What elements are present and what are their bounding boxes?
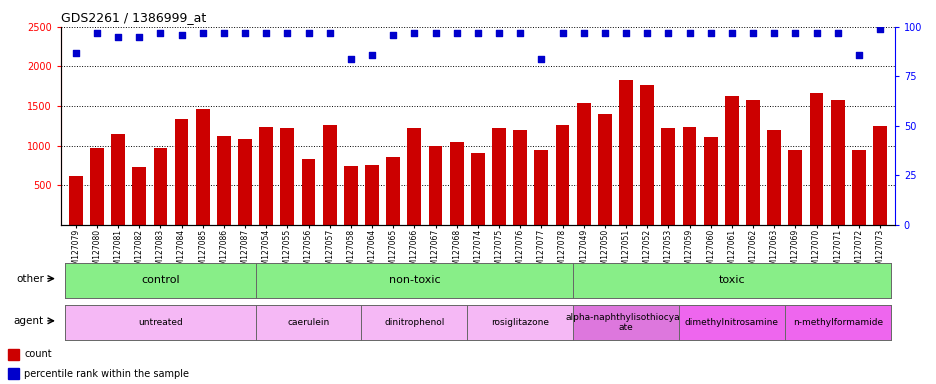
Text: control: control (141, 275, 180, 285)
Point (258, 30, 273, 36)
Bar (111, 134, 124, 225)
Point (766, 30, 781, 36)
Point (322, 30, 337, 36)
Bar (301, 159, 315, 225)
Bar (8, 349, 19, 360)
Point (132, 34, 147, 40)
Point (448, 30, 463, 36)
Bar (449, 142, 463, 225)
Point (618, 30, 633, 36)
Text: alpha-naphthylisothiocyan
ate: alpha-naphthylisothiocyan ate (565, 313, 685, 332)
Bar (534, 150, 548, 225)
Bar (238, 139, 252, 225)
Text: toxic: toxic (718, 275, 744, 285)
Point (110, 34, 125, 40)
Bar (787, 150, 801, 225)
Bar (830, 100, 843, 225)
Bar (154, 148, 168, 225)
Bar (428, 146, 442, 225)
Point (386, 32, 401, 38)
Bar (196, 109, 210, 225)
Point (364, 51, 379, 58)
Bar (386, 157, 400, 225)
Point (174, 32, 189, 38)
Point (343, 55, 358, 61)
Point (216, 30, 231, 36)
Text: caerulein: caerulein (287, 318, 329, 327)
Bar (217, 136, 230, 225)
Point (512, 30, 527, 36)
Point (576, 30, 591, 36)
Bar (344, 166, 358, 225)
Bar (724, 96, 738, 225)
Text: GDS2261 / 1386999_at: GDS2261 / 1386999_at (61, 11, 206, 24)
Point (470, 30, 485, 36)
Bar (745, 100, 759, 225)
Bar (407, 128, 421, 225)
Point (851, 51, 866, 58)
Point (238, 30, 253, 36)
Bar (639, 84, 653, 225)
Bar (90, 148, 104, 225)
Point (428, 30, 443, 36)
Point (597, 30, 612, 36)
Bar (68, 175, 82, 225)
Bar (471, 154, 484, 225)
Point (89, 30, 104, 36)
Point (639, 30, 654, 36)
Point (660, 30, 675, 36)
Text: agent: agent (14, 316, 44, 326)
Point (68, 50, 83, 56)
Point (681, 30, 696, 36)
Bar (872, 126, 886, 225)
Bar (851, 150, 865, 225)
Bar (767, 130, 781, 225)
Point (871, 26, 886, 32)
Bar (174, 119, 188, 225)
Bar (491, 128, 505, 225)
Bar (132, 167, 146, 225)
Point (534, 55, 548, 61)
Bar (597, 114, 611, 225)
Point (724, 30, 739, 36)
Point (787, 30, 802, 36)
Text: rosiglitazone: rosiglitazone (490, 318, 548, 327)
Point (829, 30, 844, 36)
Text: dinitrophenol: dinitrophenol (384, 318, 444, 327)
Bar (661, 128, 675, 225)
Point (554, 30, 569, 36)
Bar (703, 137, 717, 225)
Bar (365, 164, 378, 225)
Point (280, 30, 295, 36)
Text: count: count (24, 349, 52, 359)
Text: dimethylnitrosamine: dimethylnitrosamine (684, 318, 778, 327)
Point (491, 30, 506, 36)
Point (300, 30, 315, 36)
Text: non-toxic: non-toxic (388, 275, 440, 285)
Bar (513, 130, 527, 225)
Bar (809, 93, 823, 225)
Point (745, 30, 760, 36)
Text: other: other (16, 273, 44, 284)
Bar (619, 80, 632, 225)
Bar (8, 368, 19, 379)
Bar (682, 127, 695, 225)
Point (702, 30, 717, 36)
Point (195, 30, 210, 36)
Bar (259, 127, 272, 225)
Text: untreated: untreated (138, 318, 183, 327)
Point (406, 30, 421, 36)
Text: n-methylformamide: n-methylformamide (792, 318, 882, 327)
Bar (323, 125, 336, 225)
Bar (555, 125, 569, 225)
Point (153, 30, 168, 36)
Text: percentile rank within the sample: percentile rank within the sample (24, 369, 189, 379)
Bar (280, 128, 294, 225)
Point (808, 30, 823, 36)
Bar (577, 103, 590, 225)
